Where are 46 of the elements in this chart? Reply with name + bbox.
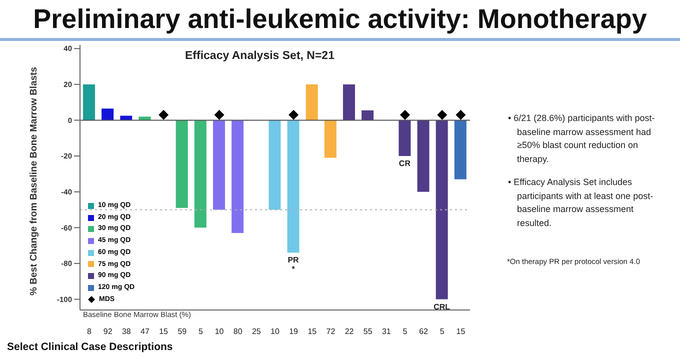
x-tick-label: 80	[233, 327, 243, 336]
text: Select Clinical Case Descriptions	[7, 341, 173, 353]
x-tick-label: 19	[289, 327, 299, 336]
bar	[343, 84, 355, 120]
chart-title: Preliminary anti-leukemic activity: Monotherapy	[0, 0, 680, 41]
x-tick-label: 25	[252, 327, 262, 336]
text: • 6/21 (28.6%) participants with post-baseline marrow assessment had ≥50% blast count reduction on therapy.	[508, 112, 656, 166]
bar	[213, 120, 225, 210]
chart-subtitle: Efficacy Analysis Set, N=21	[185, 50, 334, 62]
x-tick-label: 47	[140, 327, 150, 336]
x-tick-label: 38	[122, 327, 132, 336]
x-tick-label: 15	[159, 327, 169, 336]
x-tick-label: 55	[363, 327, 373, 336]
y-axis-title: % Best Change from Baseline Bone Marrow Blasts	[28, 66, 40, 296]
bar	[232, 120, 244, 234]
x-tick-label: 62	[419, 327, 429, 336]
bar	[287, 120, 300, 253]
bar	[417, 120, 430, 192]
data-label: PR *	[288, 256, 300, 274]
bar	[102, 108, 114, 120]
x-tick-label: 31	[382, 327, 392, 336]
x-tick-label: 5	[440, 327, 445, 336]
x-tick-label: 22	[344, 327, 354, 336]
bar	[324, 120, 336, 158]
bar	[398, 120, 411, 156]
x-tick-label: 15	[456, 327, 466, 336]
data-label: CRL	[434, 302, 450, 312]
bar	[306, 84, 318, 120]
x-tick-label: 72	[326, 327, 336, 336]
x-tick-label: 15	[308, 327, 318, 336]
bar	[176, 120, 188, 208]
bar	[436, 120, 448, 300]
data-label: CR	[398, 159, 411, 168]
bar	[454, 120, 466, 180]
x-tick-label: 8	[87, 327, 92, 336]
x-tick-label: 10	[270, 327, 280, 336]
bar	[268, 120, 281, 210]
bar	[362, 110, 374, 120]
bar	[194, 120, 206, 228]
x-tick-label: 59	[178, 327, 188, 336]
bar	[83, 84, 95, 120]
x-tick-label: 10	[214, 327, 224, 336]
text: • Efficacy Analysis Set includes participants with at least one post-baseline marrow assessment resulted.	[508, 176, 654, 230]
x-tick-label: 5	[402, 327, 408, 336]
x-tick-label: 5	[198, 327, 204, 336]
x-tick-label: 92	[103, 327, 113, 336]
